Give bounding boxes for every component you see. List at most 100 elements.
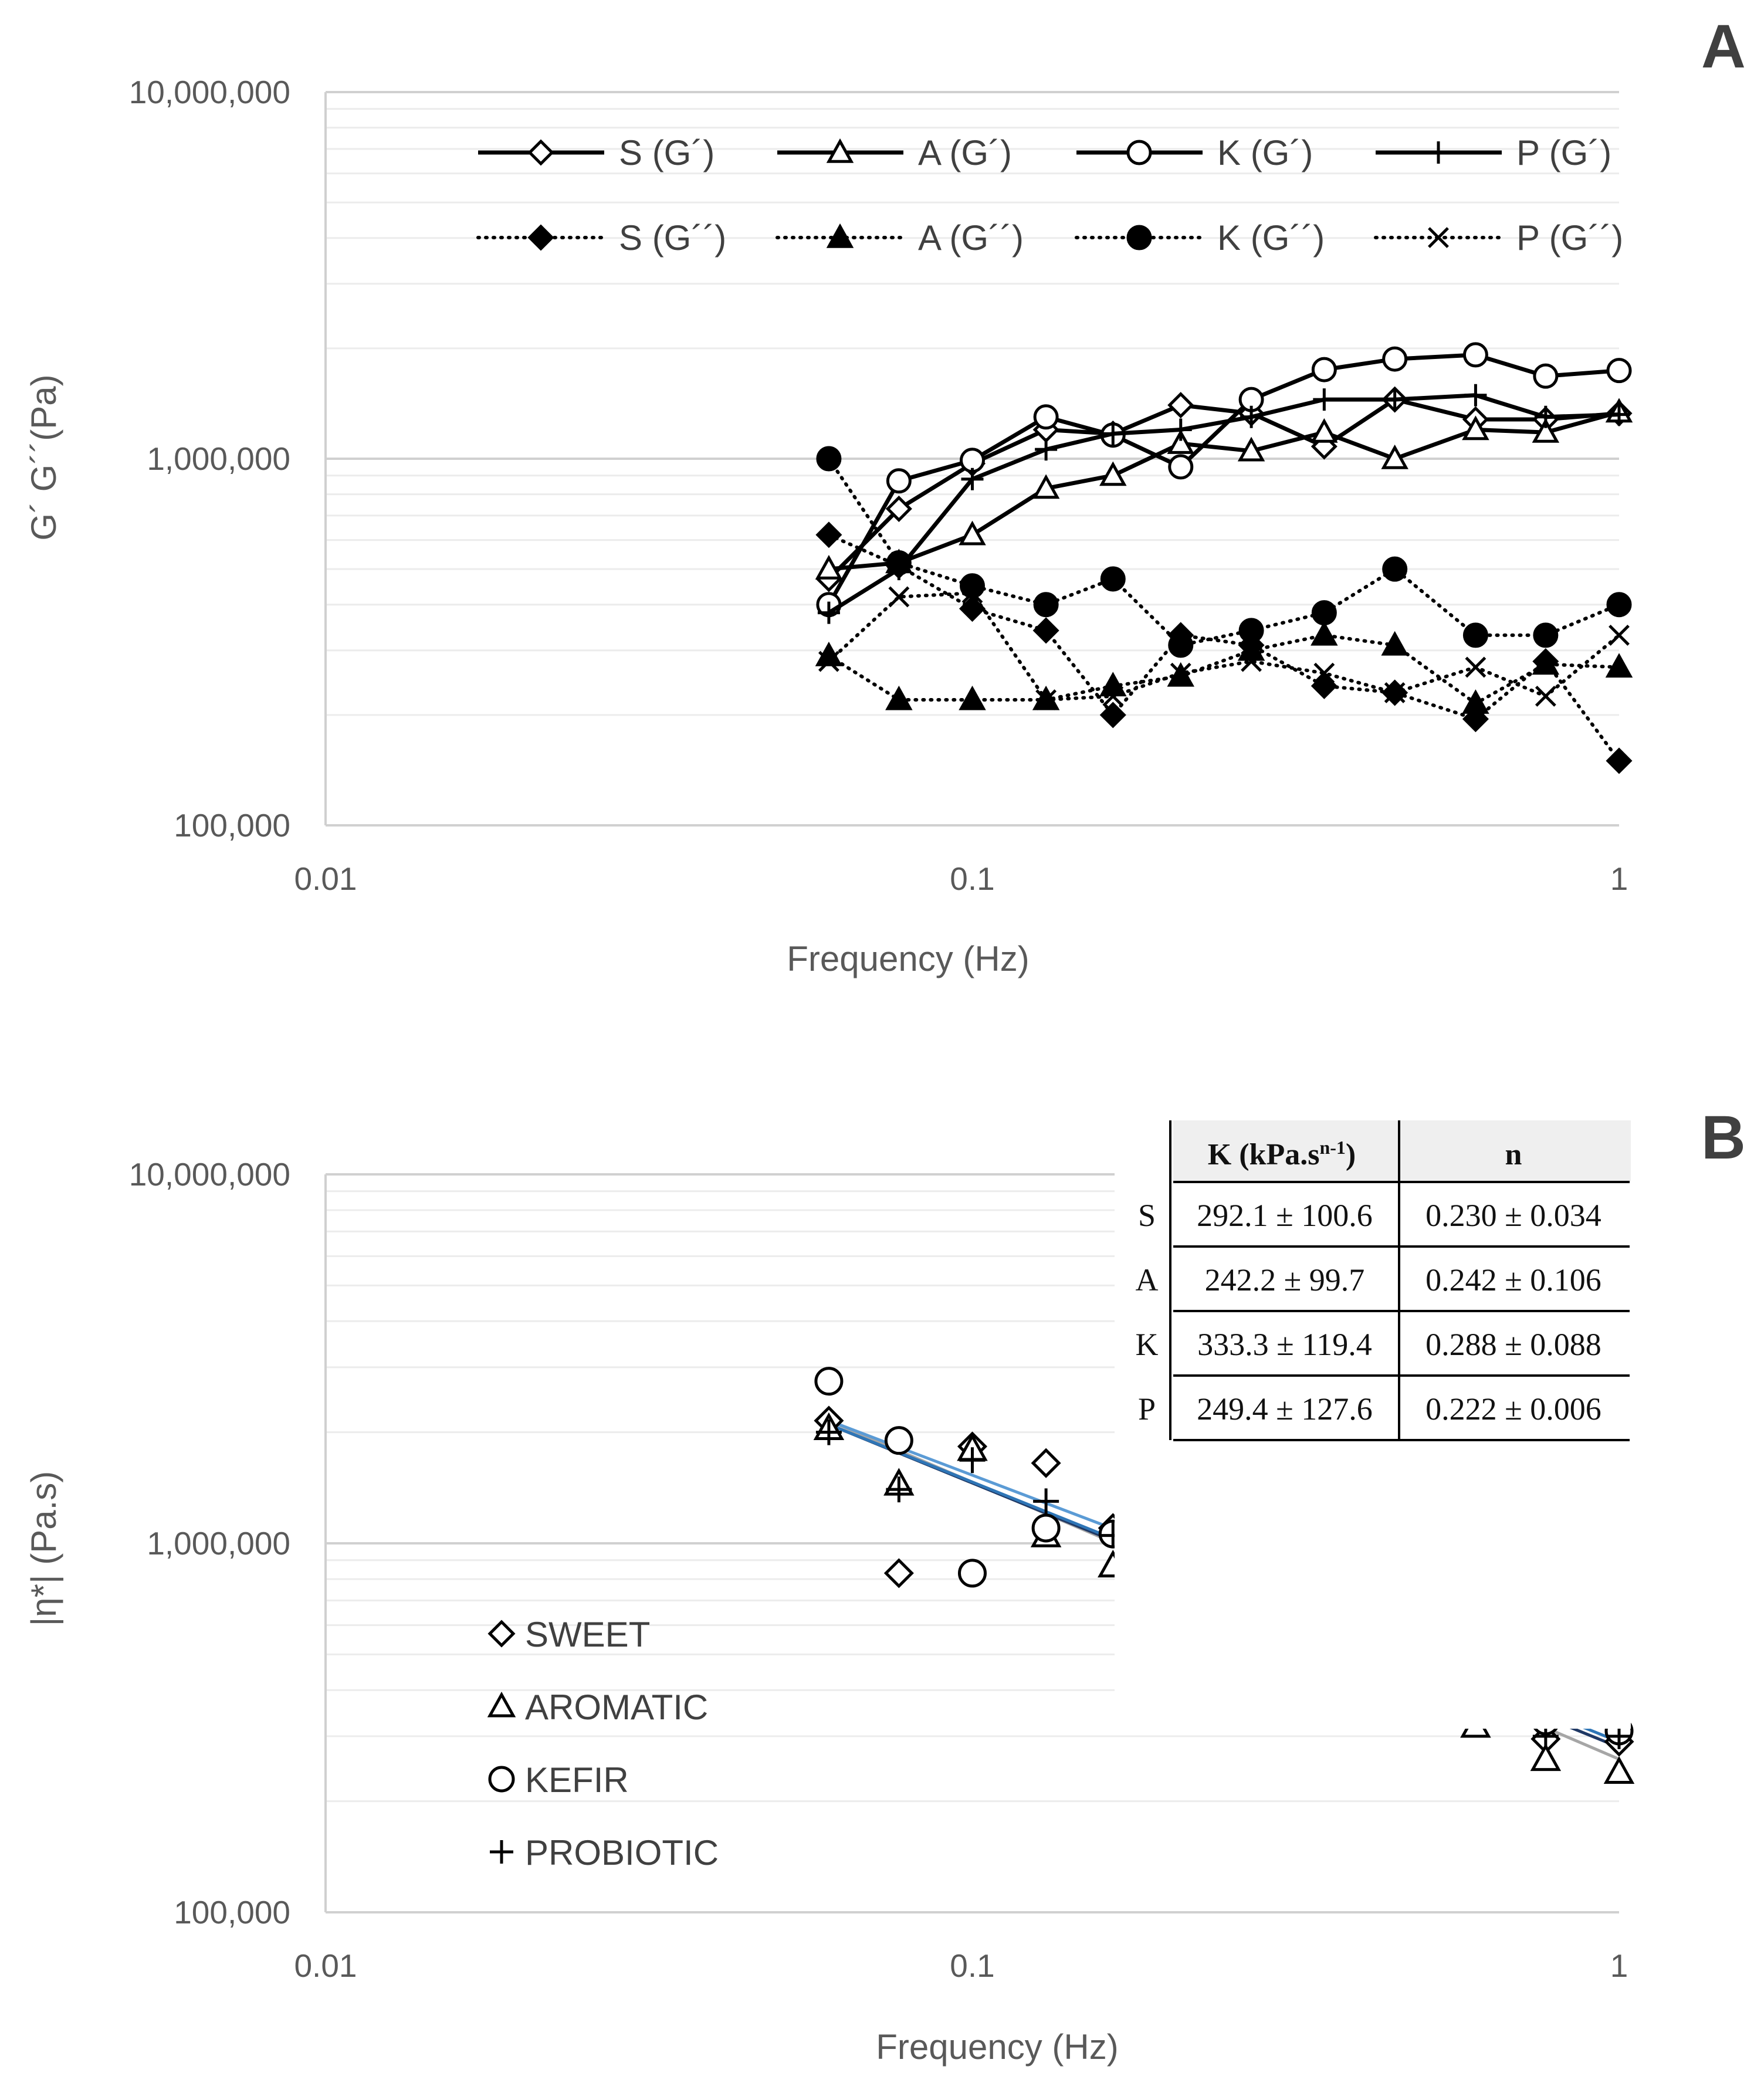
data-point: [1311, 418, 1338, 443]
legend-marker: [527, 224, 554, 251]
y-tick-label: 10,000,000: [129, 1156, 290, 1193]
series-line: [827, 533, 1621, 763]
table-header-k: K (kPa.sn-1): [1208, 1137, 1356, 1171]
x-tick-label: 1: [1610, 1947, 1628, 1984]
legend-entry: K (G´): [1076, 133, 1313, 172]
series-s-g: [815, 386, 1633, 592]
series-p-g: [817, 384, 1630, 624]
data-point: [884, 1426, 913, 1455]
data-point: [1099, 702, 1126, 729]
data-point: [1382, 556, 1408, 582]
legend-marker: [1126, 140, 1152, 165]
data-point: [818, 651, 839, 672]
series-line: [827, 457, 1621, 647]
panel-b-tick-labels: 100,000 1,000,000 10,000,000 0.01 0.1 1: [129, 1156, 1628, 1984]
x-tick-label: 0.01: [294, 1947, 357, 1984]
x-tick-label: 0.1: [950, 1947, 994, 1984]
series-k-g: [816, 446, 1632, 658]
data-point: [961, 582, 983, 604]
table-row-label: A: [1136, 1262, 1159, 1298]
series-p-g: [818, 582, 1630, 710]
legend-entry: KEFIR: [488, 1760, 629, 1800]
table-cell-k: 292.1 ± 100.6: [1197, 1198, 1373, 1233]
table-row-label: S: [1138, 1198, 1156, 1233]
data-point: [1381, 444, 1408, 469]
data-point: [1167, 429, 1194, 454]
y-tick-label: 1,000,000: [147, 441, 290, 477]
data-point: [1603, 1756, 1635, 1784]
legend-marker: [1126, 225, 1152, 250]
data-point: [1169, 418, 1192, 441]
legend-marker: [490, 1840, 513, 1864]
y-tick-label: 1,000,000: [147, 1525, 290, 1562]
data-point: [815, 521, 842, 548]
data-point: [1384, 682, 1406, 703]
data-point: [1608, 403, 1630, 426]
panel-b-parameter-table: K (kPa.sn-1) n S 292.1 ± 100.6 0.230 ± 0.034…: [1115, 1117, 1631, 1729]
data-point: [814, 1367, 844, 1396]
legend-label: A (G´): [918, 133, 1012, 172]
table-header-n: n: [1505, 1138, 1522, 1171]
data-point: [817, 601, 840, 624]
legend-marker: [487, 1620, 516, 1648]
data-point: [1313, 388, 1336, 411]
data-point: [1241, 651, 1262, 672]
data-point: [886, 550, 912, 575]
legend-entry: A (G´´): [776, 218, 1024, 258]
panel-b-legend: SWEET AROMATIC KEFIR PROBIOTIC: [487, 1615, 719, 1872]
data-point: [1311, 621, 1338, 646]
series-line: [827, 633, 1621, 706]
data-point: [1031, 1448, 1061, 1478]
data-point: [885, 495, 912, 522]
y-tick-label: 100,000: [174, 807, 290, 844]
data-point: [1606, 358, 1632, 384]
legend-marker: [826, 223, 854, 248]
data-point: [1606, 747, 1633, 774]
data-point: [958, 1559, 987, 1588]
legend-label: K (G´): [1217, 133, 1313, 172]
data-point: [1099, 461, 1127, 486]
data-point: [886, 468, 912, 494]
legend-label: P (G´): [1516, 133, 1611, 172]
table-cell-n: 0.288 ± 0.088: [1425, 1327, 1601, 1362]
data-point: [816, 446, 842, 472]
data-point: [1035, 689, 1057, 710]
legend-marker: [487, 1691, 516, 1718]
legend-marker: [1427, 141, 1450, 164]
data-point: [1462, 342, 1488, 368]
data-point: [815, 1419, 842, 1445]
data-point: [1033, 1488, 1059, 1515]
data-point: [1033, 592, 1059, 618]
panel-a-x-axis-title: Frequency (Hz): [787, 939, 1029, 978]
panel-b-letter: B: [1701, 1103, 1746, 1172]
data-point: [1311, 357, 1337, 382]
data-point: [1462, 622, 1488, 648]
series-line: [828, 410, 1620, 571]
data-point: [1102, 685, 1124, 707]
legend-entry: K (G´´): [1075, 218, 1325, 258]
table-cell-k: 333.3 ± 119.4: [1197, 1327, 1372, 1362]
panel-a-letter: A: [1701, 12, 1746, 81]
data-point: [1238, 618, 1264, 643]
data-point: [1606, 592, 1632, 618]
data-point: [1533, 622, 1559, 648]
table-header-background: [1173, 1120, 1631, 1182]
legend-label: S (G´´): [619, 218, 726, 258]
data-point: [883, 1558, 914, 1588]
data-point: [1033, 404, 1059, 430]
data-point: [815, 554, 843, 580]
data-point: [1532, 650, 1560, 675]
data-point: [885, 685, 913, 710]
data-point: [1533, 363, 1559, 389]
data-point: [1313, 662, 1335, 684]
data-point: [1462, 415, 1489, 441]
table-background: [1115, 1117, 1631, 1729]
table-cell-n: 0.230 ± 0.034: [1425, 1198, 1601, 1233]
table-cell-n: 0.222 ± 0.006: [1425, 1391, 1601, 1427]
series-s-g: [815, 521, 1633, 774]
data-point: [886, 1476, 912, 1503]
data-point: [1167, 392, 1194, 419]
data-point: [959, 520, 986, 546]
panel-a-series: [815, 342, 1633, 774]
